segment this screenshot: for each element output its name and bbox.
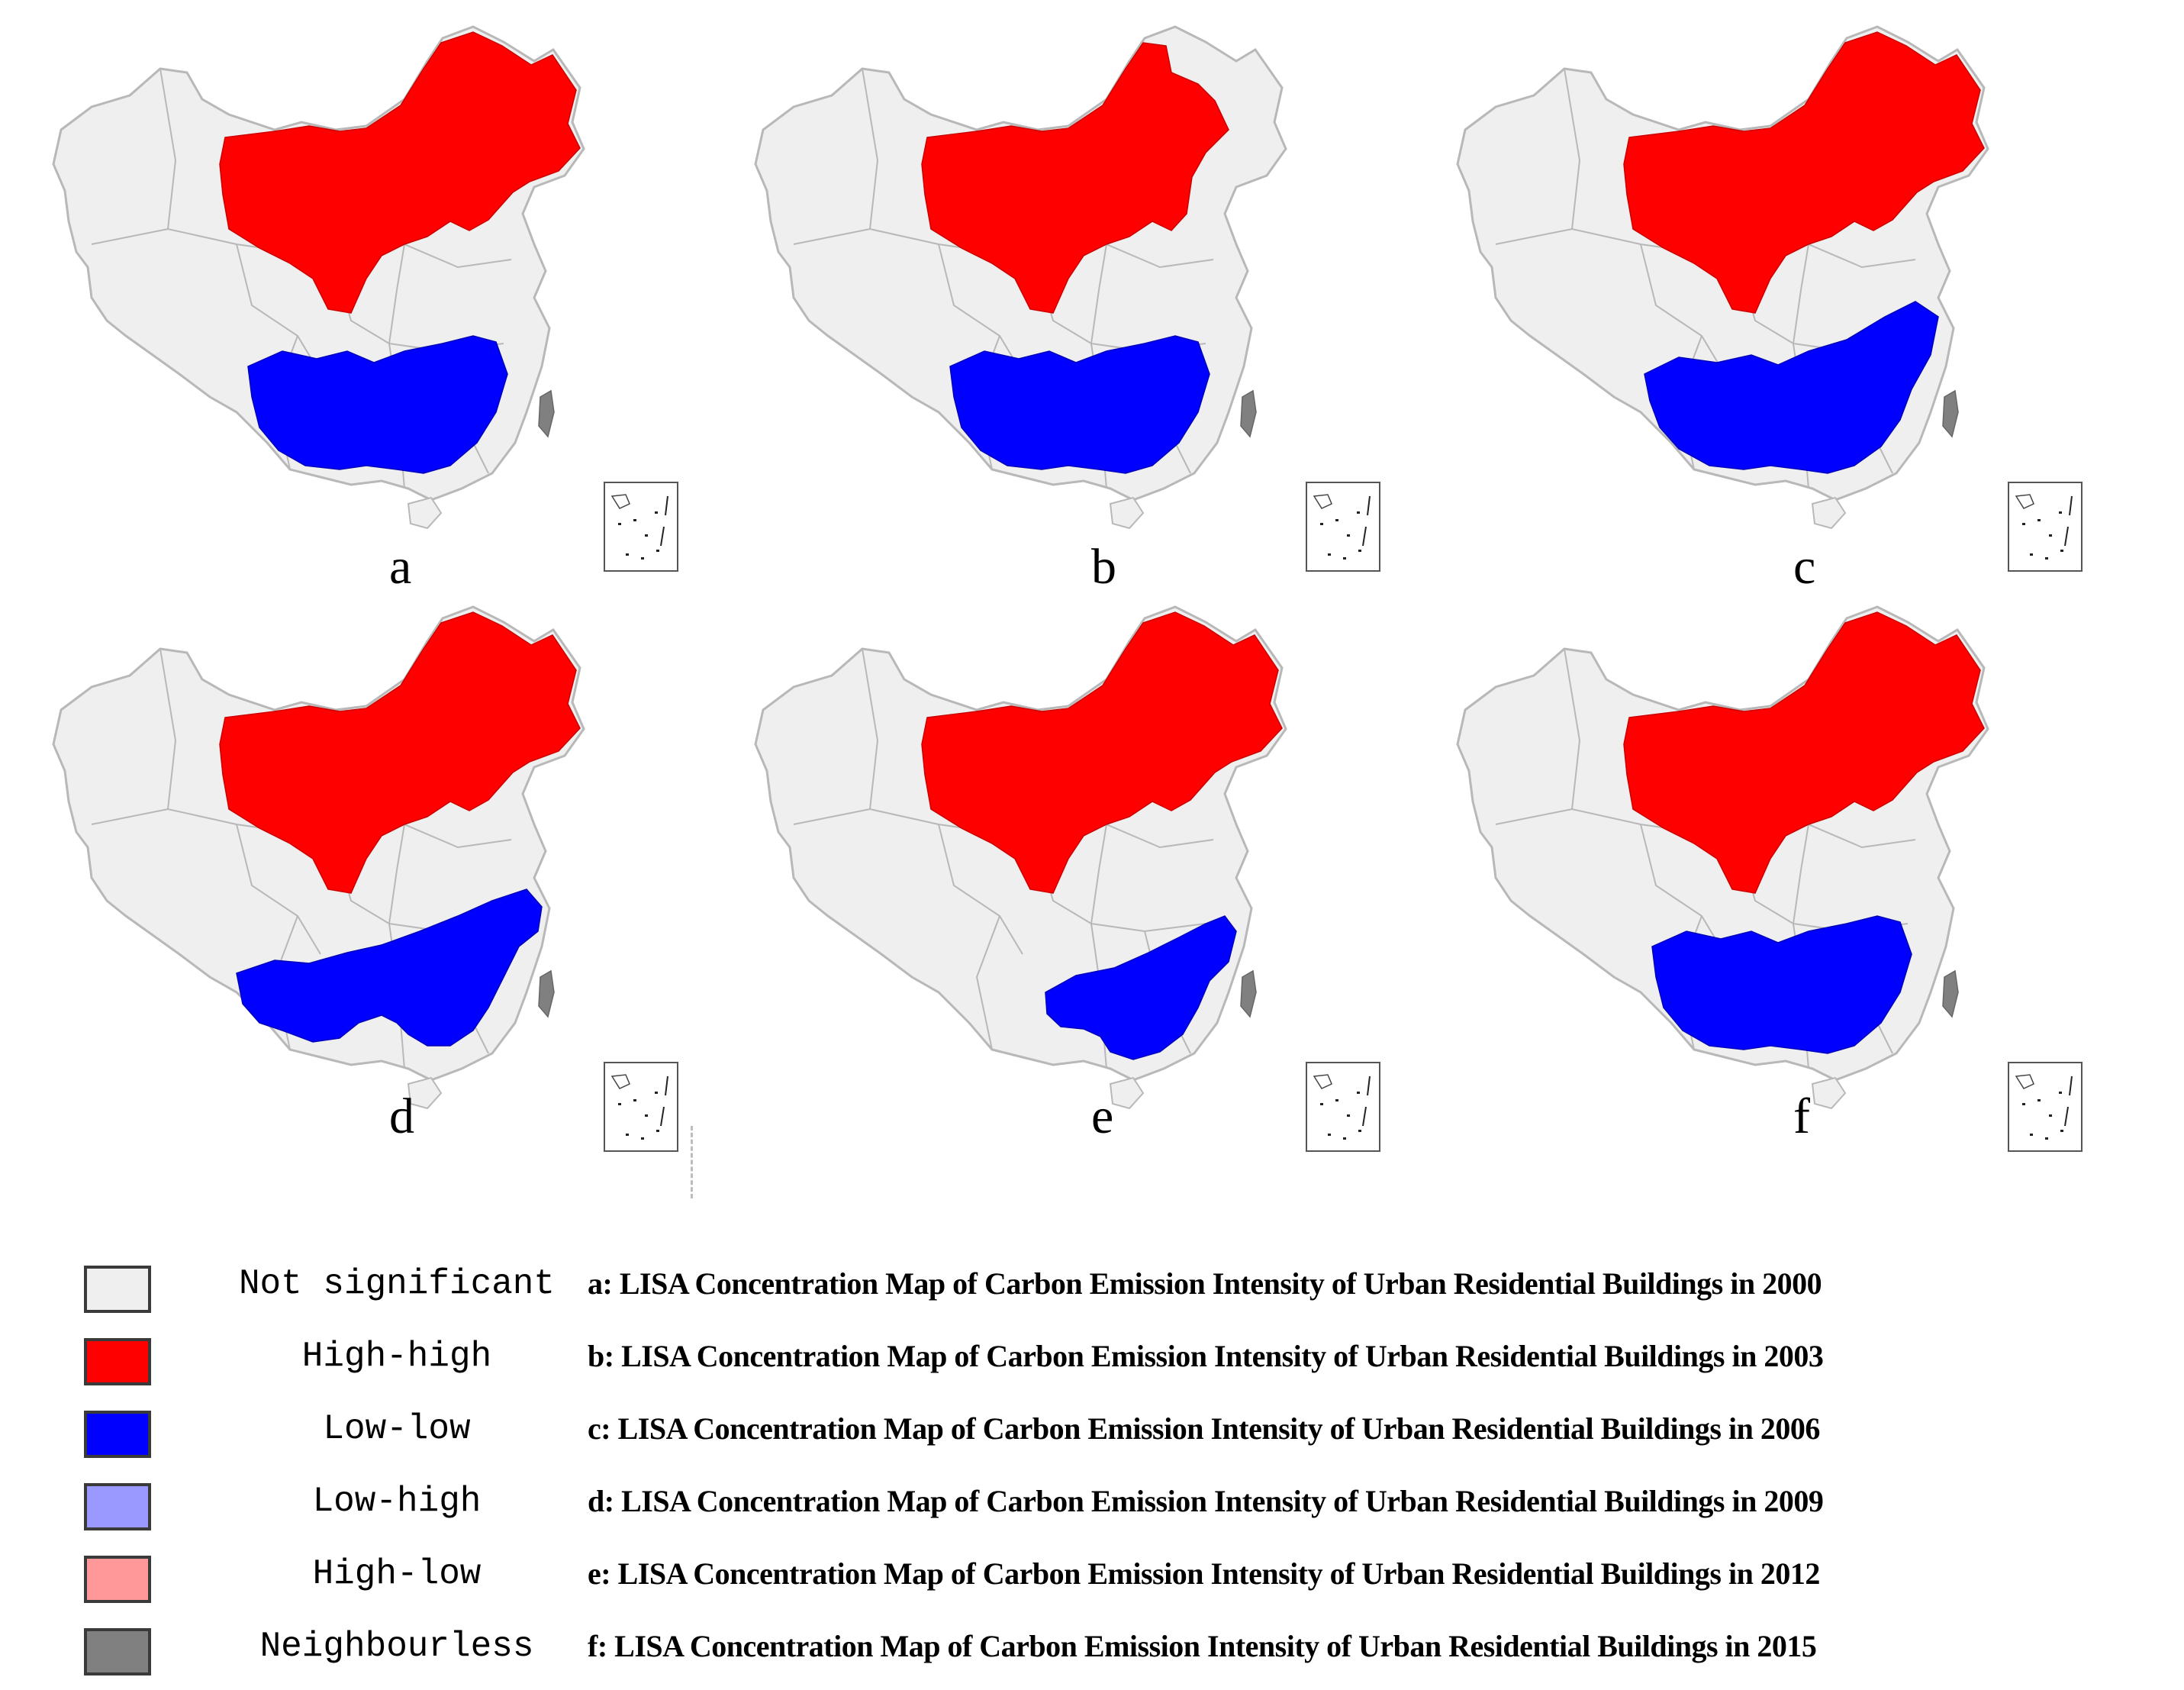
region-low-low	[247, 335, 508, 474]
province-border	[1564, 68, 1581, 230]
china-map-f	[1456, 605, 1989, 1110]
region-low-low	[949, 335, 1210, 474]
legend-row-low-high: Low-high d: LISA Concentration Map of Ca…	[84, 1477, 2144, 1538]
map-panel-c: c	[1450, 15, 2099, 595]
panel-label-f: f	[1793, 1089, 1810, 1144]
legend-swatch	[84, 1628, 151, 1675]
divider-line	[691, 1126, 693, 1198]
legend-label: High-high	[301, 1337, 492, 1376]
region-hainan	[407, 496, 443, 530]
legend-swatch	[84, 1338, 151, 1385]
region-neighbourless	[1942, 389, 1959, 438]
panel-label-b: b	[1091, 539, 1116, 595]
legend-row-neighbourless: Neighbourless f: LISA Concentration Map …	[84, 1622, 2144, 1683]
province-border	[938, 824, 1023, 955]
province-border	[1090, 824, 1107, 924]
legend-label: High-low	[312, 1554, 482, 1594]
legend-row-low-low: Low-low c: LISA Concentration Map of Car…	[84, 1405, 2144, 1466]
region-high-high	[219, 31, 581, 314]
caption-a: a: LISA Concentration Map of Carbon Emis…	[588, 1266, 1822, 1301]
region-low-low	[236, 889, 543, 1047]
map-panel-b: b	[748, 15, 1396, 595]
china-map-d	[52, 605, 585, 1110]
province-border	[862, 68, 879, 230]
legend-row-high-low: High-low e: LISA Concentration Map of Ca…	[84, 1550, 2144, 1611]
province-border	[1640, 824, 1725, 955]
south-china-sea-inset	[604, 1062, 678, 1152]
province-border	[1793, 824, 1809, 924]
legend-row-not-significant: Not significant a: LISA Concentration Ma…	[84, 1259, 2144, 1321]
region-hainan	[1109, 496, 1145, 530]
legend-label: Low-low	[323, 1409, 471, 1449]
region-neighbourless	[1942, 969, 1959, 1018]
south-china-sea-inset	[1306, 1062, 1380, 1152]
province-border	[236, 244, 321, 375]
map-panel-e: e	[748, 595, 1396, 1176]
region-low-low	[1045, 915, 1237, 1060]
region-high-high	[219, 611, 581, 894]
region-neighbourless	[1240, 389, 1257, 438]
panel-label-d: d	[389, 1089, 414, 1144]
province-border	[159, 68, 177, 230]
region-hainan	[1109, 1076, 1145, 1110]
region-high-high	[1623, 611, 1985, 894]
region-hainan	[407, 1076, 443, 1110]
china-map-a	[52, 25, 585, 530]
legend-swatch	[84, 1266, 151, 1313]
china-map-e	[754, 605, 1287, 1110]
panel-label-e: e	[1091, 1089, 1114, 1144]
region-hainan	[1811, 1076, 1847, 1110]
south-china-sea-inset	[2008, 482, 2083, 572]
china-map-c	[1456, 25, 1989, 530]
south-china-sea-inset	[1306, 482, 1380, 572]
province-border	[236, 824, 321, 955]
legend-label: Not significant	[238, 1264, 556, 1304]
legend-swatch	[84, 1556, 151, 1603]
caption-f: f: LISA Concentration Map of Carbon Emis…	[588, 1629, 1817, 1663]
region-high-high	[1623, 31, 1985, 314]
region-neighbourless	[538, 969, 555, 1018]
region-neighbourless	[1240, 969, 1257, 1018]
caption-d: d: LISA Concentration Map of Carbon Emis…	[588, 1484, 1824, 1518]
province-border	[388, 824, 405, 924]
region-high-high	[921, 611, 1283, 894]
map-panel-f: f	[1450, 595, 2099, 1176]
province-border	[938, 244, 1023, 375]
province-border	[1564, 648, 1581, 810]
province-border	[1793, 244, 1809, 344]
province-border	[388, 244, 405, 344]
caption-b: b: LISA Concentration Map of Carbon Emis…	[588, 1339, 1824, 1373]
caption-c: c: LISA Concentration Map of Carbon Emis…	[588, 1411, 1820, 1446]
province-border	[1090, 244, 1107, 344]
region-low-low	[1644, 301, 1939, 474]
map-panel-a: a	[46, 15, 694, 595]
panel-label-a: a	[389, 539, 412, 595]
province-border	[862, 648, 879, 810]
panel-label-c: c	[1793, 539, 1816, 595]
region-high-high	[921, 42, 1229, 314]
legend-swatch	[84, 1411, 151, 1458]
province-border	[975, 915, 1000, 1050]
map-panel-d: d	[46, 595, 694, 1176]
caption-e: e: LISA Concentration Map of Carbon Emis…	[588, 1556, 1820, 1591]
legend-swatch	[84, 1483, 151, 1530]
south-china-sea-inset	[604, 482, 678, 572]
region-hainan	[1811, 496, 1847, 530]
region-low-low	[1651, 915, 1912, 1054]
legend-label: Neighbourless	[259, 1627, 534, 1666]
province-border	[159, 648, 177, 810]
south-china-sea-inset	[2008, 1062, 2083, 1152]
region-neighbourless	[538, 389, 555, 438]
province-border	[1640, 244, 1725, 375]
legend-row-high-high: High-high b: LISA Concentration Map of C…	[84, 1332, 2144, 1393]
china-map-b	[754, 25, 1287, 530]
legend-label: Low-high	[312, 1482, 482, 1521]
